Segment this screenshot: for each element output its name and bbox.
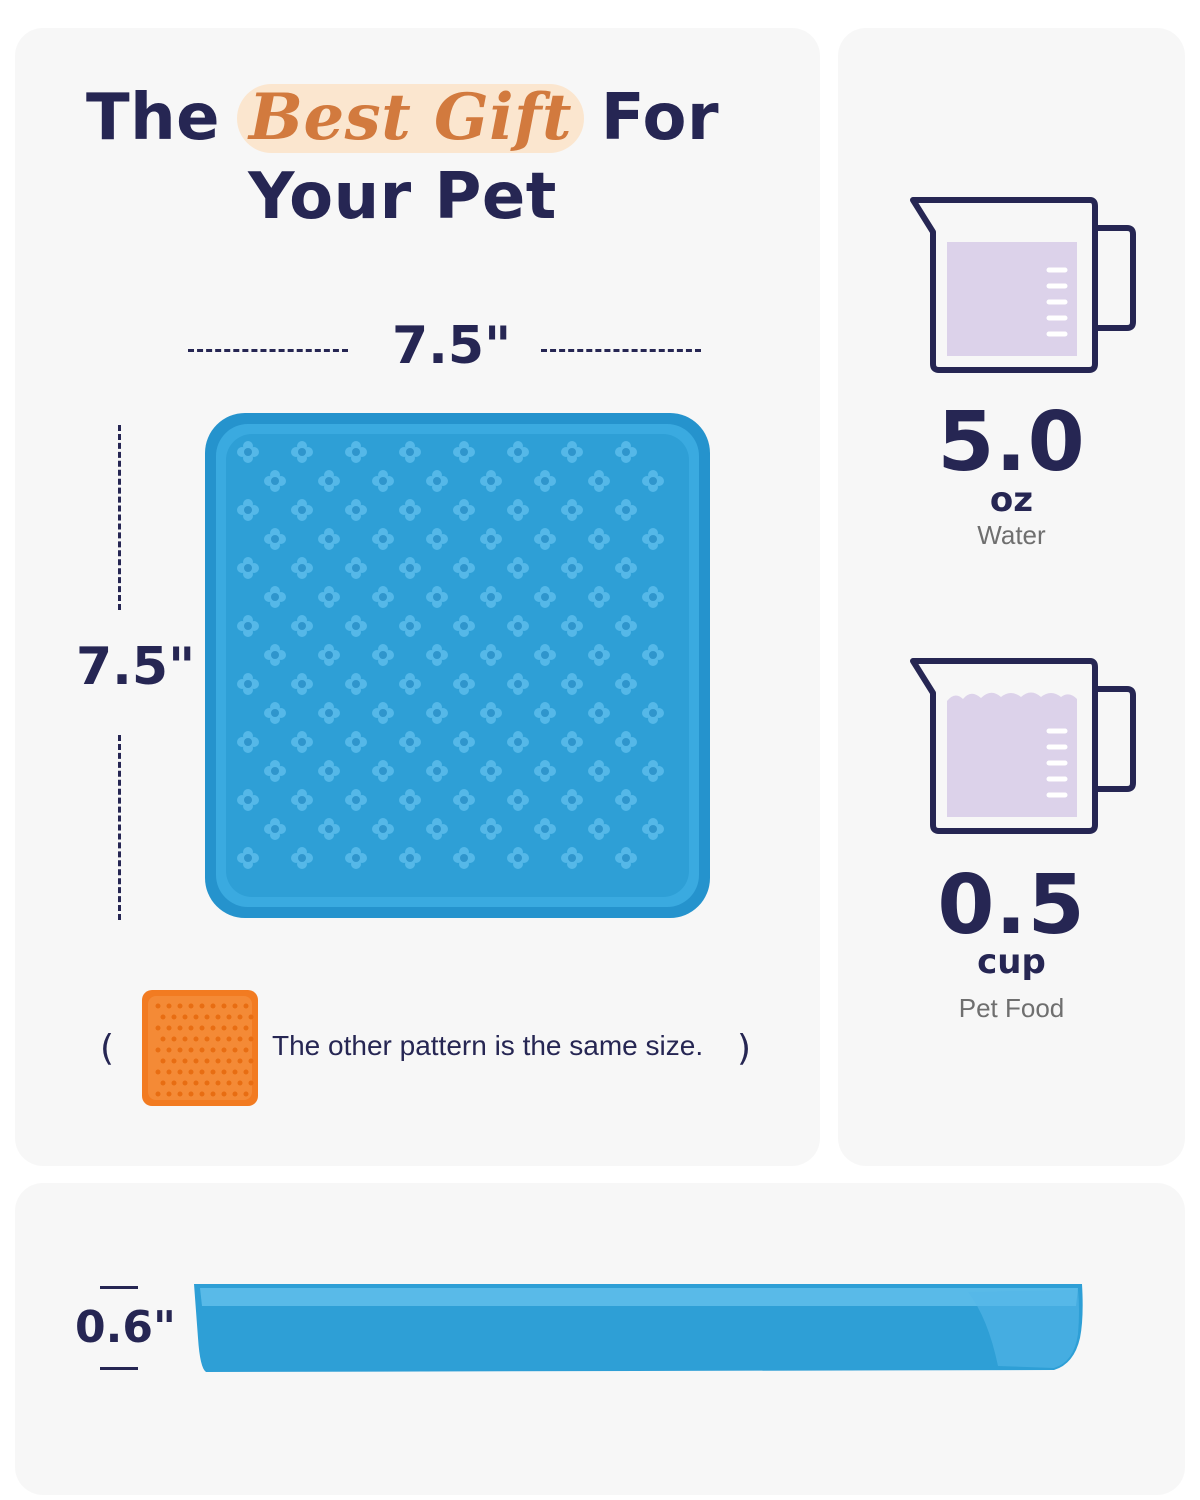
food-capacity-label: Pet Food (958, 993, 1065, 1023)
height-dash-top (118, 425, 121, 610)
headline-highlight: Best Gift (236, 80, 585, 155)
thickness-bar-bottom (100, 1367, 138, 1370)
blue-lick-mat-side-view (194, 1284, 1083, 1372)
orange-lick-mat-thumbnail (142, 990, 258, 1106)
note-open-paren: ( (100, 1028, 115, 1069)
water-capacity-label: Water (977, 520, 1046, 550)
width-dash-left (188, 349, 348, 352)
thickness-bar-top (100, 1286, 138, 1289)
food-capacity-value: 0.5 (937, 858, 1086, 953)
capacity-panel (838, 28, 1185, 1166)
width-dimension-label: 7.5" (392, 316, 512, 376)
width-dash-right (541, 349, 701, 352)
same-size-note: The other pattern is the same size. (272, 1030, 704, 1061)
measuring-cup-water-icon (910, 197, 1136, 373)
height-dash-bottom (118, 735, 121, 920)
blue-lick-mat-image (205, 413, 710, 918)
headline-best-gift: Best Gift (248, 80, 573, 155)
water-capacity-unit: oz (989, 480, 1034, 520)
headline-line-1: The Best Gift For (0, 80, 805, 155)
height-dimension-label: 7.5" (76, 637, 196, 697)
headline-word-the: The (85, 81, 221, 155)
thickness-dimension-label: 0.6" (75, 1302, 176, 1353)
headline-line-2: Your Pet (248, 160, 557, 234)
note-close-paren: ) (737, 1028, 752, 1069)
food-capacity-unit: cup (977, 942, 1046, 982)
headline-word-for: For (600, 81, 720, 155)
measuring-cup-food-icon (910, 658, 1136, 834)
water-capacity-value: 5.0 (937, 395, 1086, 490)
